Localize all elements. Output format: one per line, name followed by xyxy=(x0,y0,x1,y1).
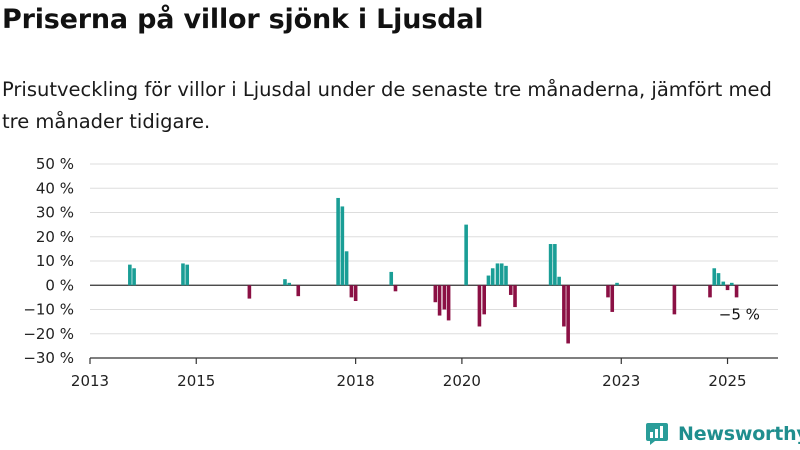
bar xyxy=(508,285,513,295)
bar xyxy=(349,285,354,298)
bar xyxy=(296,285,301,297)
bars xyxy=(128,197,739,344)
bar xyxy=(128,264,132,286)
bar xyxy=(283,279,287,286)
bar xyxy=(610,285,615,312)
bar xyxy=(393,285,398,292)
bar xyxy=(708,285,712,298)
bar xyxy=(490,268,495,286)
bar xyxy=(734,285,739,298)
x-tick-label: 2013 xyxy=(71,372,109,390)
newsworthy-brand: Newsworthy xyxy=(644,420,800,448)
bar xyxy=(437,285,442,316)
x-tick-label: 2023 xyxy=(602,372,640,390)
bar xyxy=(185,264,190,286)
bar xyxy=(132,268,136,286)
y-tick-label: 40 % xyxy=(36,179,74,197)
bar xyxy=(557,276,561,286)
y-tick-label: −30 % xyxy=(23,349,74,367)
y-tick-label: 30 % xyxy=(36,204,74,222)
bar xyxy=(672,285,677,315)
brand-name: Newsworthy xyxy=(678,423,800,445)
chart-subtitle: Prisutveckling för villor i Ljusdal unde… xyxy=(2,78,772,133)
bar xyxy=(729,282,734,286)
bar-chart: −30 % −20 % −10 % 0 % 10 % 20 % 30 % 40 % 50 % 2… xyxy=(23,155,778,390)
bar xyxy=(513,285,517,308)
x-tick-label: 2025 xyxy=(708,372,746,390)
x-axis: 2013 2015 2018 2020 2023 2025 xyxy=(71,357,778,390)
bar xyxy=(553,244,557,286)
bar xyxy=(712,268,717,286)
bar xyxy=(477,285,482,327)
y-tick-label: 10 % xyxy=(36,252,74,270)
bar xyxy=(562,285,566,327)
y-tick-label: −10 % xyxy=(23,301,74,319)
bar xyxy=(442,285,447,310)
bar xyxy=(615,282,619,286)
bar xyxy=(566,285,570,344)
bar xyxy=(721,281,726,286)
chart-title: Priserna på villor sjönk i Ljusdal xyxy=(2,4,484,35)
latest-value-annotation: −5 % xyxy=(719,305,760,323)
bar xyxy=(181,263,185,286)
bar xyxy=(548,244,553,286)
x-tick-label: 2015 xyxy=(177,372,215,390)
bar xyxy=(446,285,451,321)
bar xyxy=(247,285,252,299)
y-tick-label: −20 % xyxy=(23,325,74,343)
bar xyxy=(499,263,504,286)
bar xyxy=(716,273,721,286)
bar xyxy=(482,285,487,315)
bar xyxy=(389,271,394,286)
bar xyxy=(606,285,610,298)
x-tick-label: 2018 xyxy=(337,372,375,390)
bar xyxy=(336,197,340,286)
bar xyxy=(287,282,292,286)
bar xyxy=(433,285,438,303)
y-axis-tick-labels: −30 % −20 % −10 % 0 % 10 % 20 % 30 % 40 % 50 % xyxy=(23,155,74,367)
y-tick-label: 20 % xyxy=(36,228,74,246)
newsworthy-logo-icon xyxy=(646,423,668,445)
bar xyxy=(344,251,349,286)
x-tick-label: 2020 xyxy=(443,372,481,390)
bar xyxy=(725,285,730,291)
y-tick-label: 50 % xyxy=(36,155,74,173)
bar xyxy=(340,206,345,286)
bar xyxy=(495,263,500,286)
bar xyxy=(486,275,491,286)
bar xyxy=(353,285,358,302)
y-tick-label: 0 % xyxy=(45,276,74,294)
bar xyxy=(464,224,468,286)
bar xyxy=(504,265,508,286)
